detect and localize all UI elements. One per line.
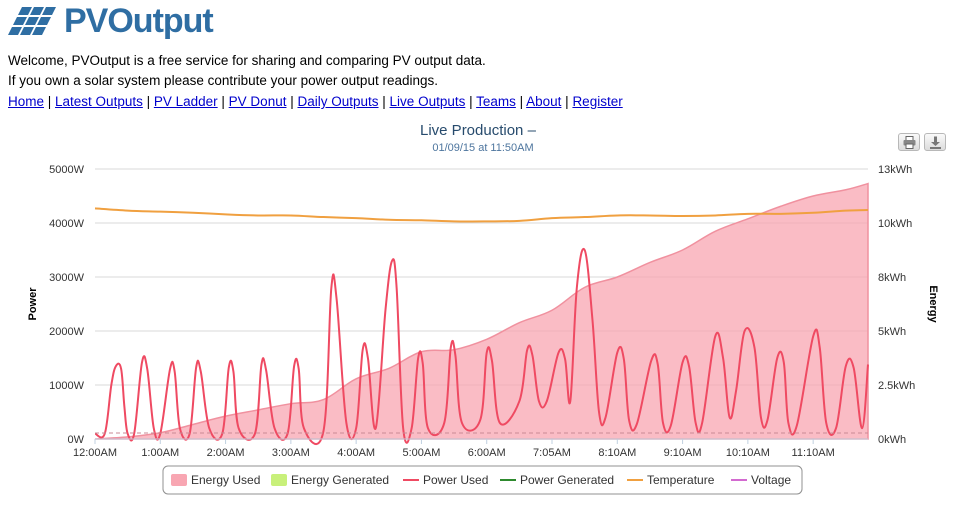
nav-link-pv-ladder[interactable]: PV Ladder <box>153 94 218 109</box>
welcome-text: Welcome, PVOutput is a free service for … <box>8 53 486 68</box>
x-tick-label: 7:05AM <box>533 447 571 459</box>
download-icon <box>930 136 941 149</box>
y-tick-label: 1000W <box>49 380 84 392</box>
printer-icon <box>903 136 916 149</box>
chart-title: Live Production – <box>420 122 537 139</box>
nav-link-teams[interactable]: Teams <box>476 94 516 109</box>
main-nav: Home | Latest Outputs | PV Ladder | PV D… <box>8 94 623 109</box>
y-tick-label: 5000W <box>49 164 84 176</box>
x-tick-label: 4:00AM <box>337 447 375 459</box>
legend-item-voltage[interactable]: Voltage <box>751 473 791 487</box>
y-tick-label: 3000W <box>49 272 84 284</box>
y2-tick-label: 8kWh <box>878 272 906 284</box>
solar-panel-icon <box>8 7 56 35</box>
nav-link-live-outputs[interactable]: Live Outputs <box>389 94 466 109</box>
x-tick-label: 12:00AM <box>73 447 117 459</box>
x-tick-label: 10:10AM <box>726 447 770 459</box>
legend-item-power-generated[interactable]: Power Generated <box>520 473 614 487</box>
legend-swatch-energy-used <box>171 474 187 486</box>
x-tick-label: 8:10AM <box>598 447 636 459</box>
y2-tick-label: 13kWh <box>878 164 912 176</box>
x-tick-label: 9:10AM <box>664 447 702 459</box>
live-production-chart: Live Production – 01/09/15 at 11:50AM 0W 10… <box>0 116 959 505</box>
temperature-line <box>94 207 869 223</box>
x-tick-label: 6:00AM <box>468 447 506 459</box>
y-tick-label: 0W <box>68 434 85 446</box>
x-tick-label: 5:00AM <box>402 447 440 459</box>
print-chart-button[interactable] <box>898 133 920 151</box>
chart-subtitle: 01/09/15 at 11:50AM <box>432 142 533 154</box>
y-tick-label: 4000W <box>49 218 84 230</box>
legend-item-power-used[interactable]: Power Used <box>423 473 488 487</box>
nav-link-home[interactable]: Home <box>8 94 45 109</box>
contribute-text: If you own a solar system please contrib… <box>8 73 438 88</box>
x-tick-label: 2:00AM <box>207 447 245 459</box>
nav-link-pv-donut[interactable]: PV Donut <box>228 94 287 109</box>
x-tick-label: 11:10AM <box>792 447 835 459</box>
y2-axis-title: Energy <box>927 285 939 323</box>
nav-link-register[interactable]: Register <box>572 94 623 109</box>
y2-tick-label: 0kWh <box>878 434 906 446</box>
x-tick-label: 1:00AM <box>141 447 179 459</box>
pvoutput-logo[interactable]: PVOutput <box>8 2 214 40</box>
y2-tick-label: 2.5kWh <box>878 380 915 392</box>
chart-canvas: Live Production – 01/09/15 at 11:50AM 0W 10… <box>27 122 939 495</box>
export-chart-button[interactable] <box>924 133 946 151</box>
legend-item-energy-generated[interactable]: Energy Generated <box>291 473 389 487</box>
legend-item-temperature[interactable]: Temperature <box>647 473 715 487</box>
nav-link-about[interactable]: About <box>526 94 562 109</box>
nav-link-daily-outputs[interactable]: Daily Outputs <box>297 94 379 109</box>
legend-item-energy-used[interactable]: Energy Used <box>191 473 260 487</box>
nav-link-latest-outputs[interactable]: Latest Outputs <box>55 94 143 109</box>
logo-text: PVOutput <box>64 2 214 40</box>
y2-tick-label: 10kWh <box>878 218 912 230</box>
x-tick-label: 3:00AM <box>272 447 310 459</box>
y-tick-label: 2000W <box>49 326 84 338</box>
legend-box <box>162 465 803 495</box>
legend-swatch-energy-generated <box>271 474 287 486</box>
y2-tick-label: 5kWh <box>878 326 906 338</box>
power-used-line <box>94 247 869 446</box>
y-axis-title: Power <box>27 287 39 321</box>
